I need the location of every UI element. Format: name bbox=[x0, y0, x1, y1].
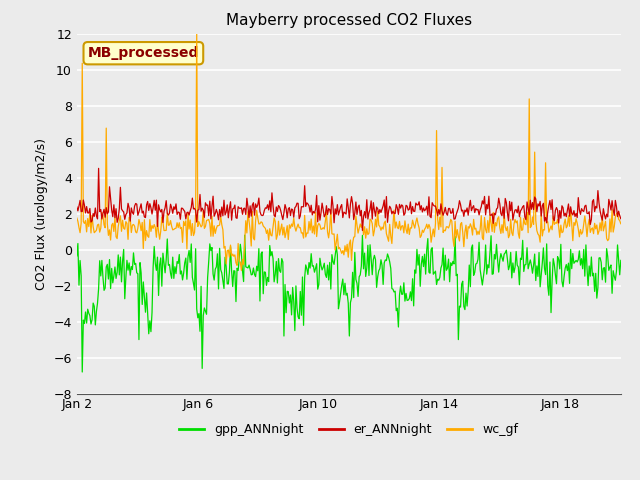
Legend: gpp_ANNnight, er_ANNnight, wc_gf: gpp_ANNnight, er_ANNnight, wc_gf bbox=[174, 419, 524, 441]
Y-axis label: CO2 Flux (urology/m2/s): CO2 Flux (urology/m2/s) bbox=[35, 138, 48, 289]
Text: MB_processed: MB_processed bbox=[88, 46, 199, 60]
Title: Mayberry processed CO2 Fluxes: Mayberry processed CO2 Fluxes bbox=[226, 13, 472, 28]
